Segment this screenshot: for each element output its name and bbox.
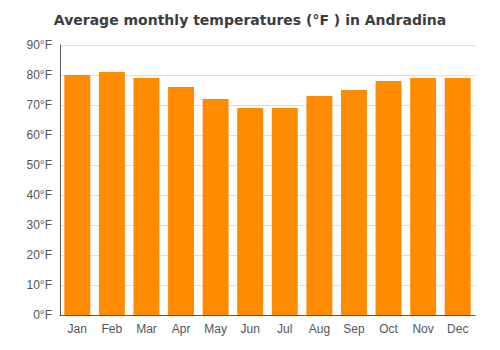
svg-text:Feb: Feb <box>102 322 123 336</box>
svg-text:90°F: 90°F <box>27 38 52 52</box>
svg-text:Apr: Apr <box>172 322 191 336</box>
svg-text:10°F: 10°F <box>27 278 52 292</box>
svg-text:70°F: 70°F <box>27 98 52 112</box>
svg-text:0°F: 0°F <box>33 308 52 322</box>
svg-text:Nov: Nov <box>412 322 433 336</box>
svg-text:40°F: 40°F <box>27 188 52 202</box>
svg-text:30°F: 30°F <box>27 218 52 232</box>
svg-text:50°F: 50°F <box>27 158 52 172</box>
svg-text:Aug: Aug <box>309 322 330 336</box>
svg-text:20°F: 20°F <box>27 248 52 262</box>
svg-text:Mar: Mar <box>136 322 157 336</box>
svg-text:Oct: Oct <box>379 322 398 336</box>
svg-text:60°F: 60°F <box>27 128 52 142</box>
svg-text:Jan: Jan <box>68 322 87 336</box>
svg-text:Jun: Jun <box>241 322 260 336</box>
svg-text:May: May <box>204 322 227 336</box>
svg-text:Average monthly temperatures (: Average monthly temperatures (°F ) in An… <box>54 12 446 28</box>
svg-text:Dec: Dec <box>447 322 468 336</box>
svg-text:80°F: 80°F <box>27 68 52 82</box>
svg-text:Sep: Sep <box>343 322 365 336</box>
svg-text:Jul: Jul <box>277 322 292 336</box>
